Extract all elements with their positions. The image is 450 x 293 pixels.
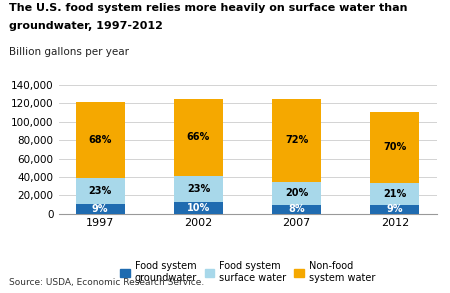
Text: 72%: 72% xyxy=(285,135,308,145)
Text: Billion gallons per year: Billion gallons per year xyxy=(9,47,129,57)
Bar xyxy=(76,103,125,178)
Text: 23%: 23% xyxy=(187,184,210,194)
Bar xyxy=(76,204,125,214)
Text: 70%: 70% xyxy=(383,142,406,152)
Text: 68%: 68% xyxy=(89,135,112,145)
Text: 9%: 9% xyxy=(387,204,403,214)
Legend: Food system
groundwater, Food system
surface water, Non-food
system water: Food system groundwater, Food system sur… xyxy=(116,258,379,287)
Text: 8%: 8% xyxy=(288,204,305,214)
Bar xyxy=(76,178,125,204)
Bar xyxy=(272,205,321,214)
Text: groundwater, 1997-2012: groundwater, 1997-2012 xyxy=(9,21,163,30)
Text: 23%: 23% xyxy=(89,186,112,196)
Text: 21%: 21% xyxy=(383,189,406,199)
Text: 20%: 20% xyxy=(285,188,308,198)
Bar xyxy=(370,183,419,205)
Bar xyxy=(174,99,223,176)
Bar xyxy=(174,176,223,202)
Text: The U.S. food system relies more heavily on surface water than: The U.S. food system relies more heavily… xyxy=(9,3,408,13)
Text: 66%: 66% xyxy=(187,132,210,142)
Text: Source: USDA, Economic Research Service.: Source: USDA, Economic Research Service. xyxy=(9,278,204,287)
Bar xyxy=(272,99,321,182)
Bar xyxy=(370,205,419,214)
Text: 9%: 9% xyxy=(92,204,108,214)
Bar xyxy=(272,182,321,205)
Bar xyxy=(174,202,223,214)
Text: 10%: 10% xyxy=(187,203,210,213)
Bar xyxy=(370,112,419,183)
